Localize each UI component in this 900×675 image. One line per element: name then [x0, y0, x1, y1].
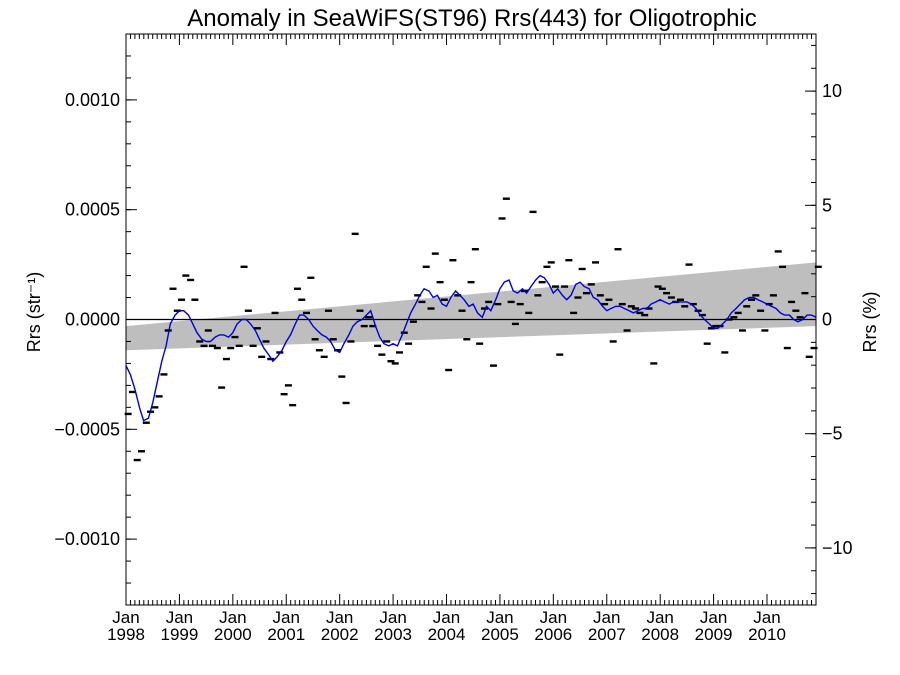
x-tick-label-year: 2004: [428, 625, 466, 644]
x-tick-label-month: Jan: [166, 608, 193, 627]
x-tick-label-year: 2008: [641, 625, 679, 644]
x-tick-label-month: Jan: [700, 608, 727, 627]
y-axis-label-right: Rrs (%): [860, 292, 880, 353]
x-tick-label-month: Jan: [540, 608, 567, 627]
right-tick-label: 10: [822, 81, 842, 101]
x-tick-label-month: Jan: [593, 608, 620, 627]
trend-band: [126, 262, 816, 351]
x-tick-label-year: 2006: [534, 625, 572, 644]
right-tick-label: −10: [822, 538, 853, 558]
right-tick-label: 5: [822, 195, 832, 215]
smoothed-line: [125, 274, 817, 422]
x-tick-label-month: Jan: [433, 608, 460, 627]
y-axis-label-left: Rrs (str⁻¹): [24, 272, 44, 352]
x-tick-label-month: Jan: [326, 608, 353, 627]
left-tick-label: 0.0005: [65, 200, 120, 220]
x-tick-label-year: 2010: [748, 625, 786, 644]
x-tick-label-month: Jan: [273, 608, 300, 627]
x-tick-label-year: 2001: [267, 625, 305, 644]
left-tick-label: 0.0000: [65, 310, 120, 330]
x-tick-label-year: 2007: [588, 625, 626, 644]
plot-area: [124, 33, 822, 606]
x-axis: Jan1998Jan1999Jan2000Jan2001Jan2002Jan20…: [107, 594, 817, 644]
x-tick-label-month: Jan: [646, 608, 673, 627]
left-tick-label: 0.0010: [65, 90, 120, 110]
x-tick-label-month: Jan: [753, 608, 780, 627]
x-tick-label-year: 2002: [321, 625, 359, 644]
right-tick-label: −5: [822, 424, 843, 444]
x-tick-label-year: 2000: [214, 625, 252, 644]
top-axis: [125, 34, 817, 45]
x-tick-label-year: 1998: [107, 625, 145, 644]
x-tick-label-month: Jan: [379, 608, 406, 627]
left-tick-label: −0.0010: [54, 529, 120, 549]
x-tick-label-year: 2005: [481, 625, 519, 644]
x-tick-label-month: Jan: [486, 608, 513, 627]
x-tick-label-month: Jan: [219, 608, 246, 627]
x-tick-label-year: 1999: [161, 625, 199, 644]
chart-title: Anomaly in SeaWiFS(ST96) Rrs(443) for Ol…: [187, 5, 757, 32]
left-axis: 0.0010 0.0005 0.0000 −0.0005 −0.0010: [54, 33, 137, 606]
right-axis: 10 5 0 −5 −10: [805, 44, 853, 595]
left-tick-label: −0.0005: [54, 419, 120, 439]
x-tick-label-year: 2009: [695, 625, 733, 644]
right-tick-label: 0: [822, 310, 832, 330]
x-tick-label-year: 2003: [374, 625, 412, 644]
x-tick-label-month: Jan: [112, 608, 139, 627]
